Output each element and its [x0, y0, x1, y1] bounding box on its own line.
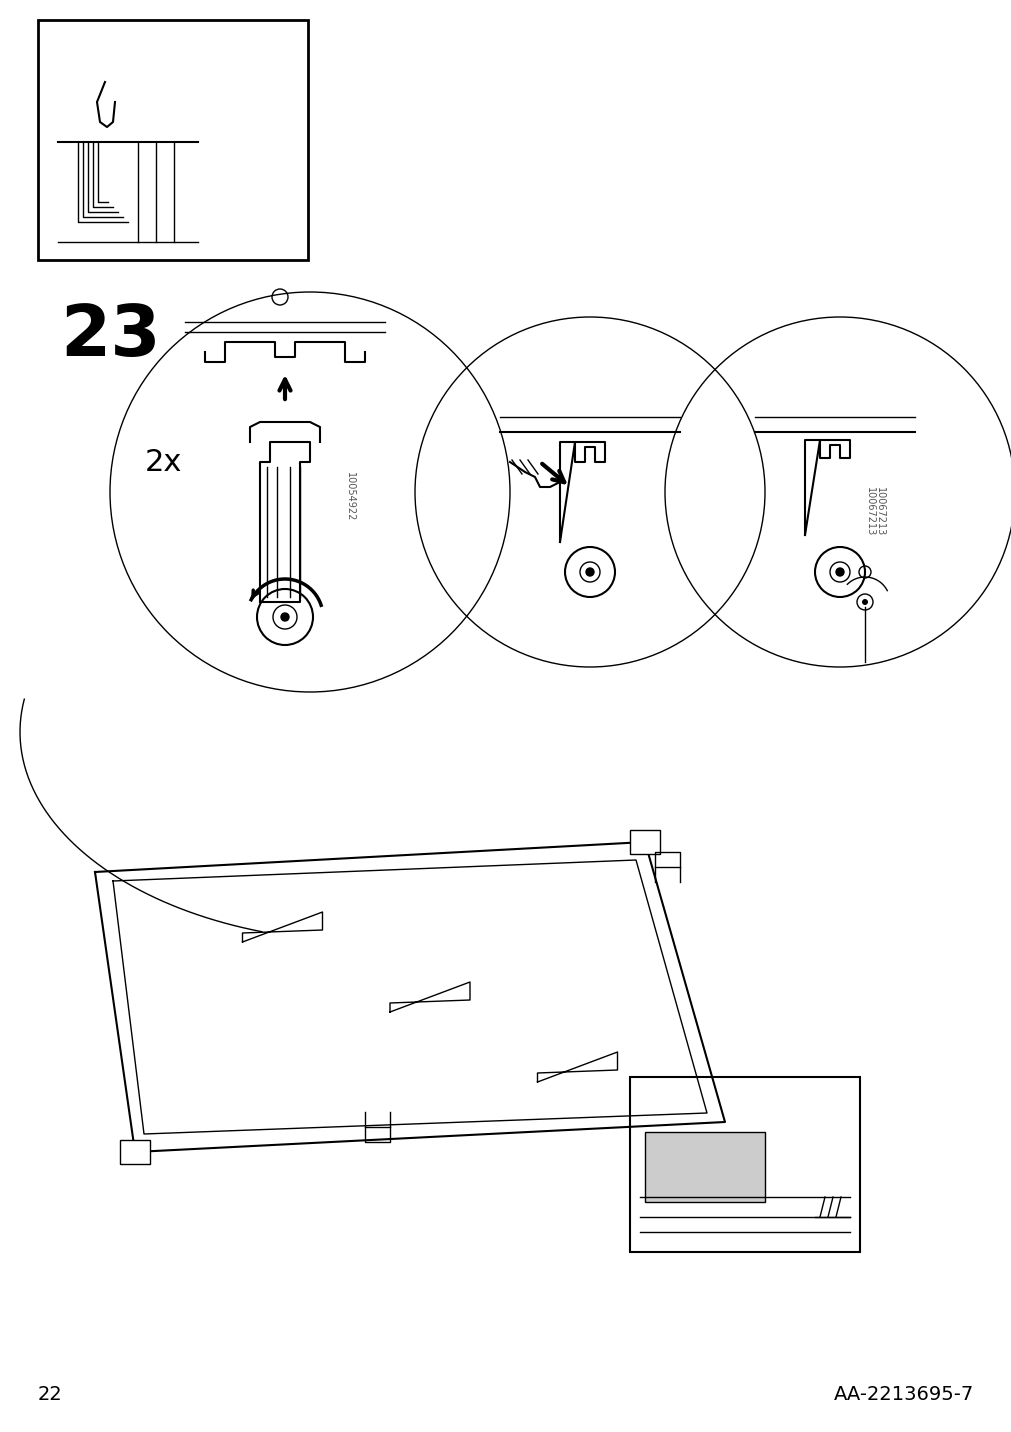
Text: 22: 22 — [38, 1385, 63, 1403]
Text: 10054922: 10054922 — [345, 473, 355, 521]
Text: 2x: 2x — [145, 448, 182, 477]
Bar — [38, 20, 307, 261]
Bar — [630, 831, 659, 853]
Bar — [644, 1133, 764, 1201]
Text: 10067213: 10067213 — [864, 487, 875, 537]
Circle shape — [861, 599, 867, 604]
Text: 10067213: 10067213 — [875, 487, 885, 537]
Circle shape — [585, 569, 593, 576]
Bar — [644, 1133, 764, 1201]
Text: AA-2213695-7: AA-2213695-7 — [833, 1385, 973, 1403]
Text: 23: 23 — [60, 302, 161, 371]
Bar — [630, 1077, 859, 1252]
Circle shape — [835, 569, 843, 576]
Circle shape — [281, 613, 289, 621]
Bar — [120, 1140, 150, 1164]
